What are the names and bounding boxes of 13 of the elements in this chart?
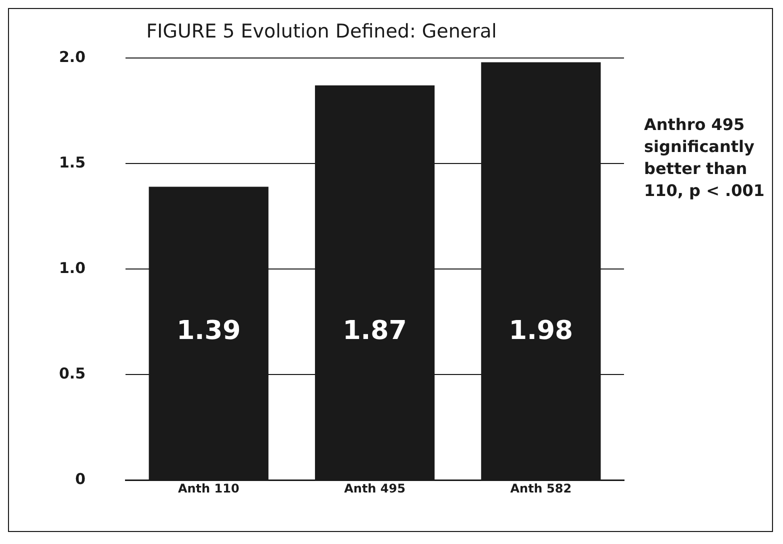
y-tick-label: 1.0 bbox=[58, 258, 86, 277]
y-tick-label: 0 bbox=[75, 470, 86, 488]
x-tick-label: Anth 110 bbox=[178, 481, 240, 496]
chart-title: FIGURE 5 Evolution Defined: General bbox=[146, 20, 497, 43]
text: Anthro 495 significantly better than 110, p < .001 bbox=[644, 114, 766, 202]
x-tick-label: Anth 582 bbox=[510, 481, 572, 496]
y-tick-label: 0.5 bbox=[58, 364, 86, 382]
y-tick-label: 2.0 bbox=[58, 48, 86, 66]
x-tick-label: Anth 495 bbox=[344, 481, 406, 496]
data-label: 1.98 bbox=[508, 316, 574, 346]
data-label: 1.87 bbox=[342, 316, 407, 346]
y-tick-label: 1.5 bbox=[58, 153, 86, 172]
data-label: 1.39 bbox=[176, 316, 241, 346]
